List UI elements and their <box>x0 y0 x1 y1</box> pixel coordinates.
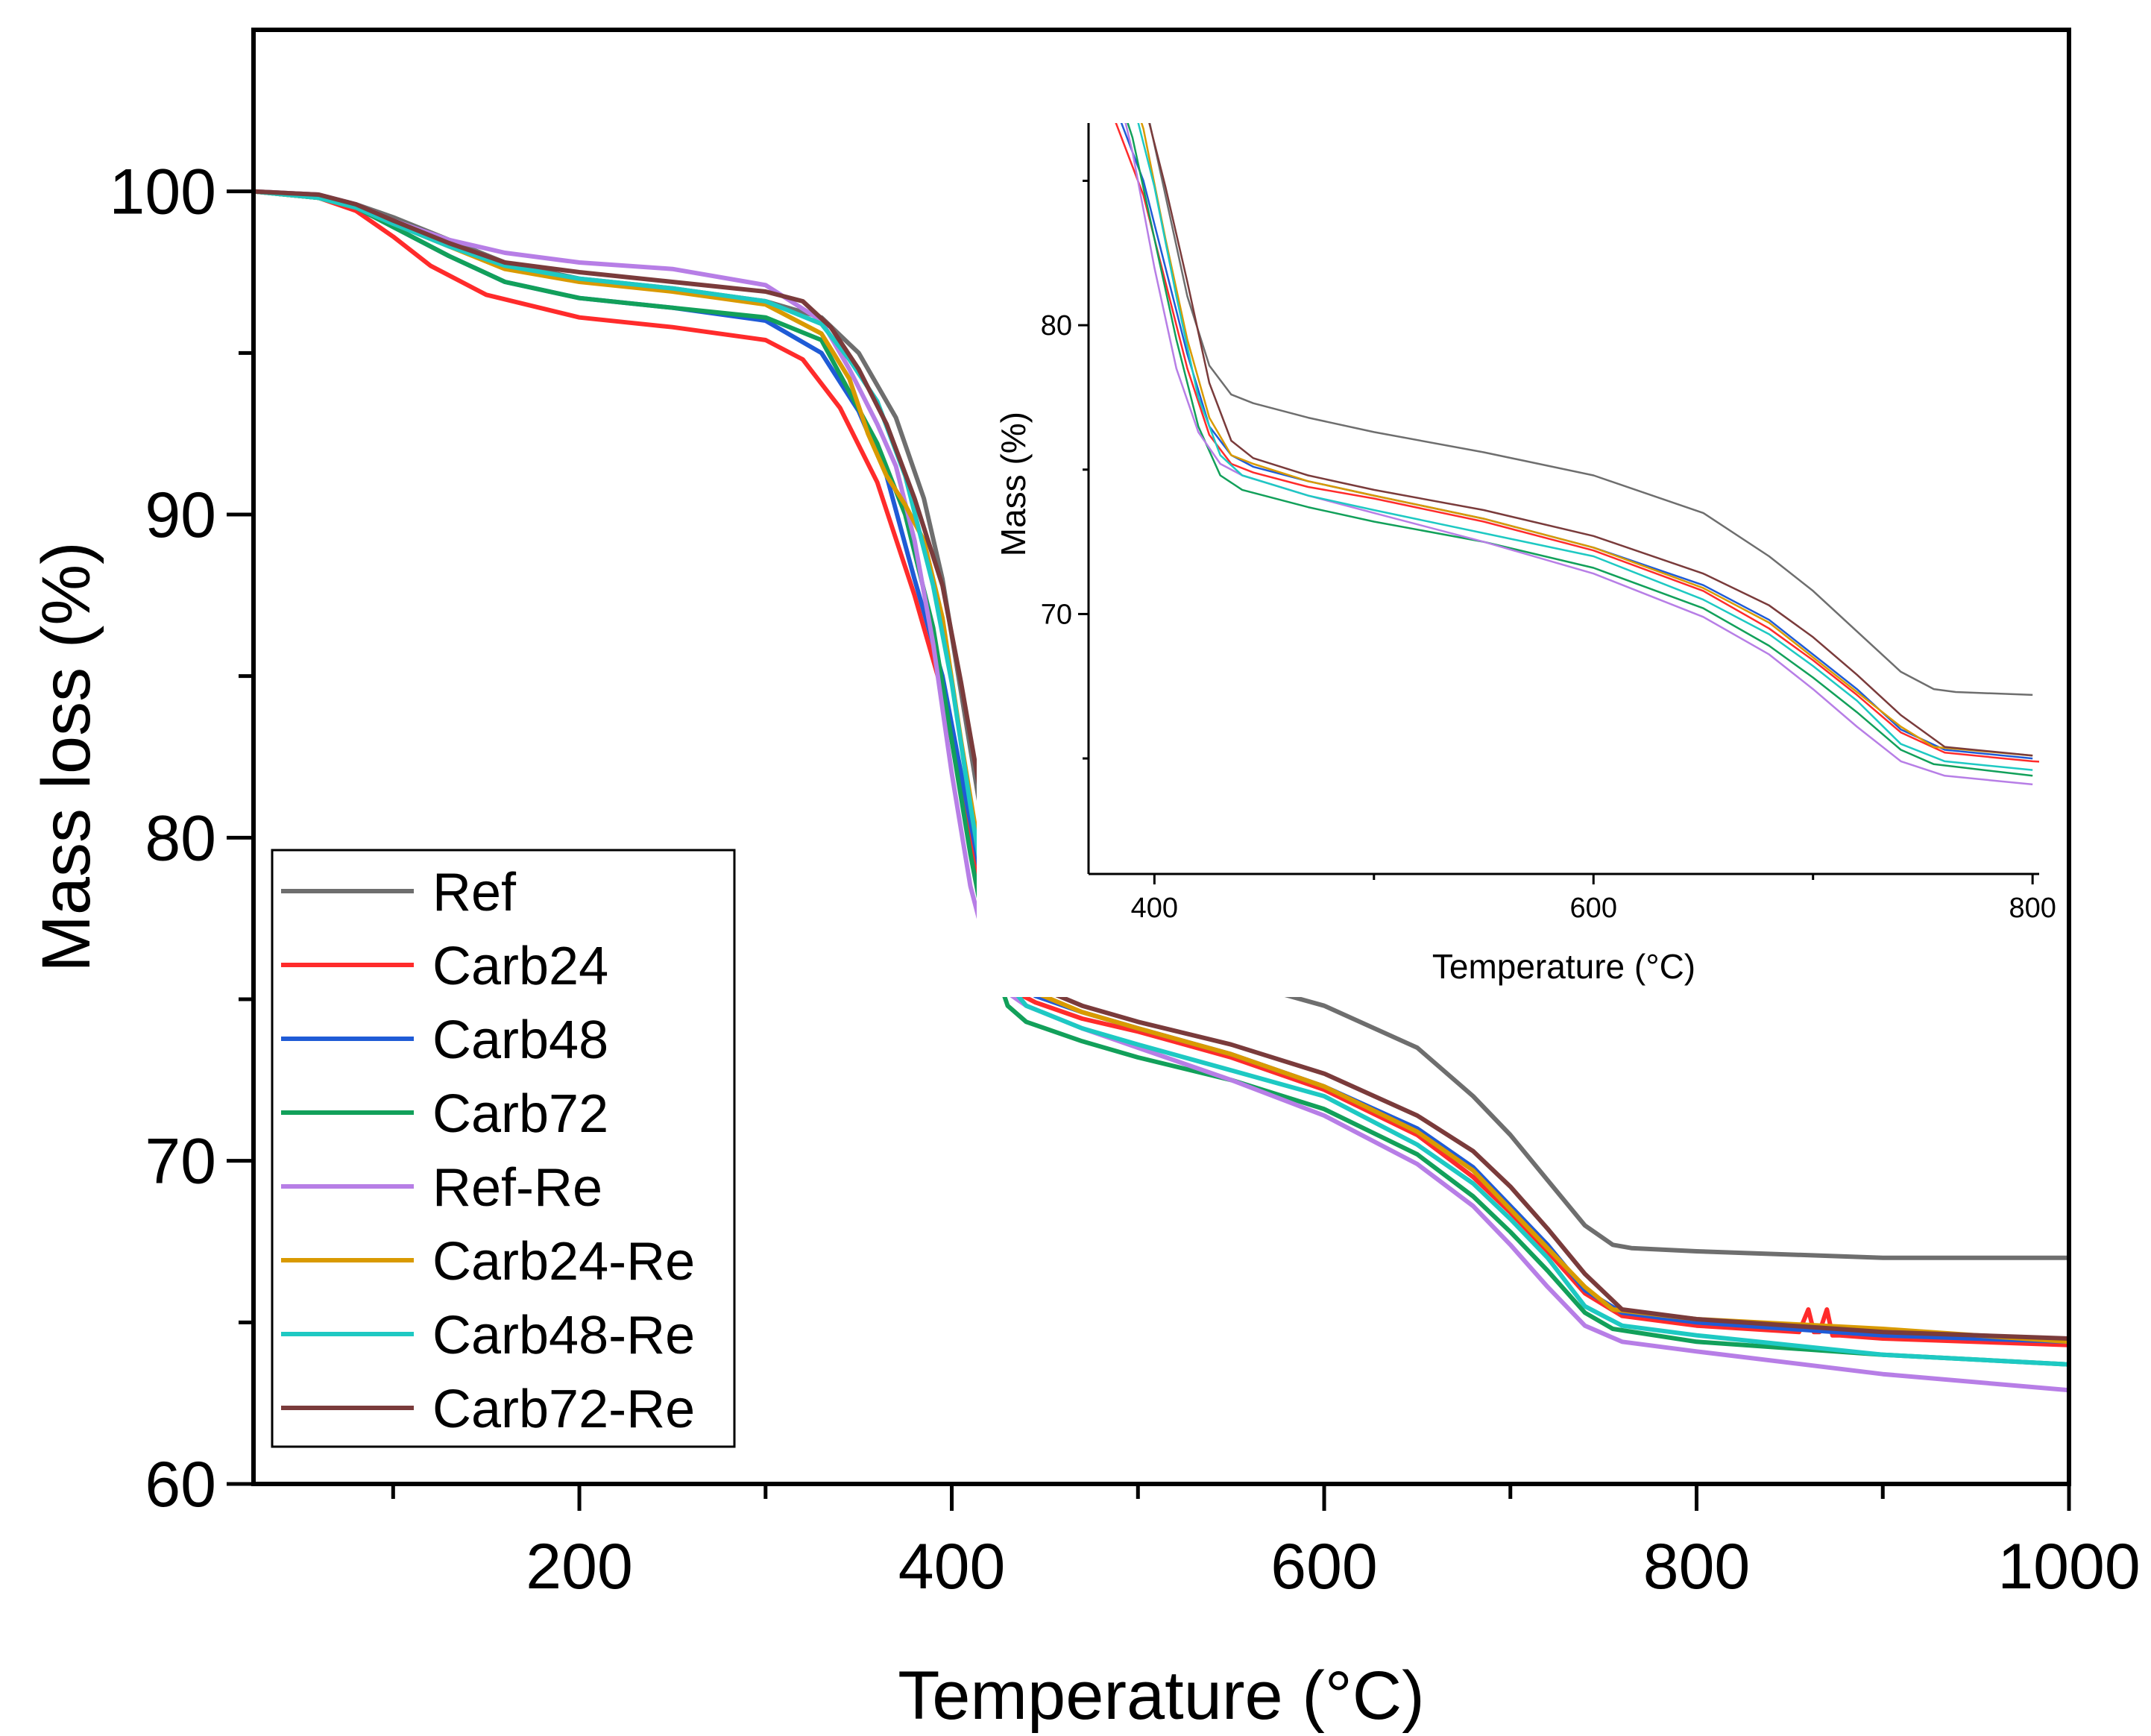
inset-background <box>977 116 2054 997</box>
inset-axes <box>1087 123 2039 875</box>
legend-entry-carb48: Carb48 <box>281 1010 608 1070</box>
legend-label: Carb48-Re <box>432 1306 695 1365</box>
x-axis-title: Temperature (°C) <box>898 1658 1425 1734</box>
legend-entry-carb24: Carb24 <box>281 937 608 996</box>
series-line-ref-re <box>253 189 2070 1393</box>
x-tick-label: 400 <box>898 1531 1006 1603</box>
main-plot: 200 400 600 800 1000 60 70 80 90 100 Temperature … <box>28 28 2141 1734</box>
legend-label: Carb48 <box>432 1010 608 1070</box>
legend-label: Carb24-Re <box>432 1232 695 1292</box>
x-tick-label: 1000 <box>1997 1531 2140 1603</box>
inset-y-axis-title: Mass (%) <box>994 412 1033 556</box>
legend-label: Ref <box>432 863 517 922</box>
y-tick-label: 90 <box>145 479 216 551</box>
legend-label: Carb72-Re <box>432 1380 695 1439</box>
legend-entry-ref-re: Ref-Re <box>281 1158 602 1218</box>
legend-entry-carb72: Carb72 <box>281 1084 608 1144</box>
legend-box <box>271 849 736 1448</box>
inset-series-line-ref <box>1148 123 2033 696</box>
inset-plot: 400 600 800 70 80 Temperature (°C) Mass (%) <box>977 116 2056 997</box>
inset-x-tick-label: 800 <box>2009 893 2056 924</box>
inset-series-line-carb24 <box>1115 123 2039 763</box>
y-axis-title: Mass loss (%) <box>28 541 104 972</box>
inset-series-lines <box>1115 123 2039 786</box>
legend-entry-ref: Ref <box>281 863 517 922</box>
inset-axis-ticks: 400 600 800 70 80 <box>1041 179 2056 924</box>
inset-y-tick-label: 80 <box>1041 310 1072 342</box>
legend: Ref Carb24 Carb48 Carb72 Ref-Re Carb24-Re Carb… <box>271 849 736 1448</box>
inset-series-line-carb72-re <box>1148 123 2033 757</box>
legend-label: Carb72 <box>432 1084 608 1144</box>
main-axis-ticks: 200 400 600 800 1000 60 70 80 90 100 <box>110 157 2141 1603</box>
legend-label: Ref-Re <box>432 1158 602 1218</box>
main-plot-frame <box>251 28 2071 1486</box>
y-tick-label: 60 <box>145 1449 216 1520</box>
inset-series-line-carb72 <box>1127 123 2033 777</box>
inset-series-line-carb48-re <box>1137 123 2033 771</box>
inset-x-tick-label: 600 <box>1570 893 1617 924</box>
inset-x-axis-title: Temperature (°C) <box>1432 947 1695 986</box>
y-tick-label: 100 <box>110 157 217 228</box>
legend-entry-carb72-re: Carb72-Re <box>281 1380 695 1439</box>
legend-label: Carb24 <box>432 937 608 996</box>
y-tick-label: 70 <box>145 1126 216 1198</box>
inset-series-line-carb24-re <box>1140 123 2033 757</box>
x-tick-label: 600 <box>1270 1531 1378 1603</box>
x-tick-label: 800 <box>1643 1531 1751 1603</box>
legend-entry-carb48-re: Carb48-Re <box>281 1306 695 1365</box>
inset-x-tick-label: 400 <box>1131 893 1178 924</box>
x-tick-label: 200 <box>526 1531 633 1603</box>
inset-y-tick-label: 70 <box>1041 599 1072 630</box>
legend-entry-carb24-re: Carb24-Re <box>281 1232 695 1292</box>
y-tick-label: 80 <box>145 802 216 874</box>
